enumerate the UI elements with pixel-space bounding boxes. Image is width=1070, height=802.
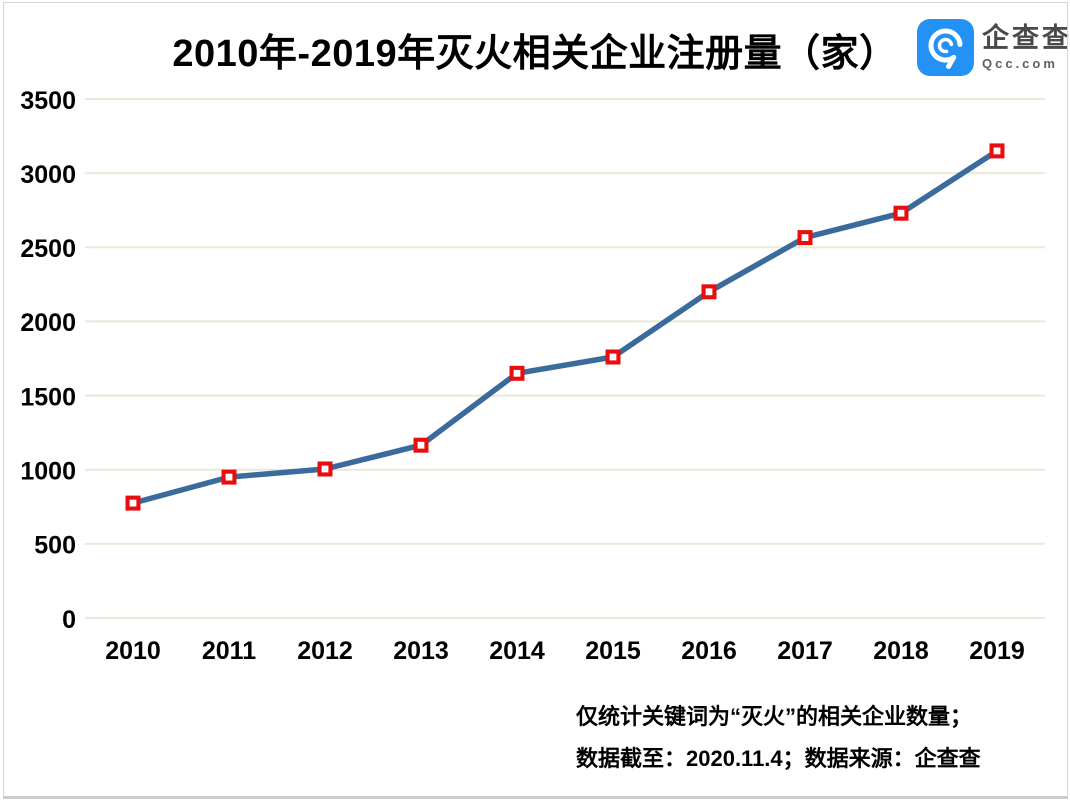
- y-axis-tick-label: 2000: [20, 309, 76, 337]
- y-axis-tick-label: 3500: [20, 87, 76, 115]
- x-axis-tick-label: 2013: [393, 637, 449, 665]
- chart-title: 2010年-2019年灭火相关企业注册量（家）: [172, 33, 898, 75]
- data-point-marker-center: [129, 499, 137, 507]
- x-axis-tick-label: 2012: [297, 637, 353, 665]
- footnote-line-2: 数据截至：2020.11.4；数据来源：企查查: [576, 746, 981, 771]
- qcc-logo: 企查查 Qcc.com: [917, 19, 1070, 76]
- x-axis-tick-label: 2011: [202, 637, 256, 665]
- x-axis-tick-label: 2015: [585, 637, 641, 665]
- data-point-marker-center: [897, 209, 905, 217]
- data-point-marker-center: [609, 353, 617, 361]
- x-axis-tick-label: 2016: [681, 637, 737, 665]
- x-axis-tick-label: 2019: [969, 637, 1025, 665]
- y-axis-tick-label: 0: [62, 606, 76, 634]
- x-axis-tick-label: 2014: [489, 637, 545, 665]
- qcc-logo-text: 企查查 Qcc.com: [982, 22, 1070, 72]
- data-line: [130, 148, 1000, 506]
- data-point-marker-center: [801, 234, 809, 241]
- x-axis-tick-label: 2017: [777, 637, 833, 665]
- qcc-logo-domain: Qcc.com: [982, 56, 1058, 72]
- data-point-marker-center: [993, 147, 1001, 155]
- y-axis-tick-label: 500: [34, 532, 76, 560]
- qcc-logo-name: 企查查: [982, 22, 1070, 53]
- x-axis-tick-label: 2010: [105, 637, 161, 665]
- y-axis-tick-label: 1500: [20, 383, 76, 411]
- data-point-marker-center: [321, 465, 329, 473]
- qcc-magnifier-icon: [917, 19, 974, 76]
- line-chart: 0 500 1000 1500 2000 2500 3000 3500 2010 2011 2012…: [20, 87, 1045, 665]
- x-axis-tick-label: 2018: [873, 637, 929, 665]
- y-axis-tick-label: 1000: [20, 457, 76, 485]
- data-point-marker-center: [417, 441, 425, 449]
- data-point-marker-center: [225, 473, 233, 481]
- footnote-line-1: 仅统计关键词为“灭火”的相关企业数量；: [576, 704, 973, 729]
- y-axis-tick-label: 2500: [20, 235, 76, 263]
- data-point-marker-center: [705, 288, 713, 296]
- y-axis-tick-label: 3000: [20, 161, 76, 189]
- data-point-marker-center: [513, 369, 521, 377]
